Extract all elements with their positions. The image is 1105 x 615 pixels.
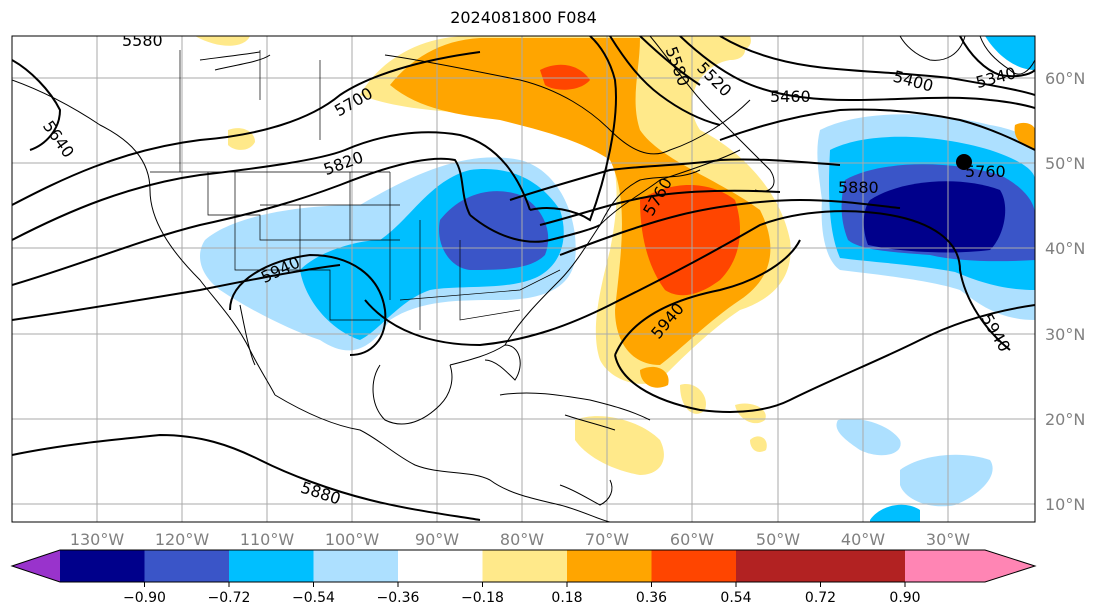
map-panel: 5580 5700 5640 5820 5940 5880 5580 5520 … <box>12 31 1035 522</box>
lon-label: 100°W <box>325 530 380 549</box>
latitude-labels: 60°N 50°N 40°N 30°N 20°N 10°N <box>1045 69 1085 514</box>
graticule <box>12 36 1035 522</box>
contour-label-5460: 5460 <box>770 87 811 106</box>
colorbar-tick: −0.72 <box>208 590 251 606</box>
colorbar-tick: −0.90 <box>123 590 166 606</box>
colorbar-tick: −0.18 <box>461 590 504 606</box>
colorbar-bin <box>482 550 567 582</box>
colorbar-bin <box>60 550 145 582</box>
map-frame <box>11 35 1036 523</box>
longitude-labels: 130°W 120°W 110°W 100°W 90°W 80°W 70°W 6… <box>70 530 970 549</box>
colorbar-tick: −0.36 <box>377 590 420 606</box>
colorbar-bin <box>820 550 905 582</box>
lon-label: 30°W <box>926 530 970 549</box>
map-title: 2024081800 F084 <box>450 8 597 27</box>
colorbar-bin <box>229 550 314 582</box>
lon-label: 40°W <box>841 530 885 549</box>
lon-label: 50°W <box>756 530 800 549</box>
lon-label: 90°W <box>415 530 459 549</box>
colorbar-bin <box>651 550 736 582</box>
lon-label: 130°W <box>70 530 125 549</box>
lon-label: 80°W <box>500 530 544 549</box>
lat-label: 10°N <box>1045 495 1085 514</box>
lon-label: 70°W <box>585 530 629 549</box>
colorbar-bin <box>144 550 229 582</box>
colorbar-tick: −0.54 <box>292 590 335 606</box>
lon-label: 60°W <box>670 530 714 549</box>
contour-label-5880-atlantic: 5880 <box>838 178 879 197</box>
state-borders <box>150 50 561 330</box>
lat-label: 30°N <box>1045 325 1085 344</box>
colorbar-bin <box>313 550 398 582</box>
height-contours <box>12 36 1035 521</box>
colorbar-bin <box>736 550 821 582</box>
colorbar-tick: 0.18 <box>551 590 582 606</box>
lat-label: 40°N <box>1045 239 1085 258</box>
contour-label-5580-west: 5580 <box>122 31 163 50</box>
colorbar: −0.90 −0.72 −0.54 −0.36 −0.18 0.18 0.36 … <box>10 549 1037 606</box>
lat-label: 60°N <box>1045 69 1085 88</box>
colorbar-tick: 0.90 <box>889 590 920 606</box>
colorbar-tick: 0.36 <box>636 590 667 606</box>
colorbar-tick: 0.72 <box>805 590 836 606</box>
colorbar-extend-low <box>12 550 60 582</box>
storm-marker <box>956 154 972 170</box>
lat-label: 20°N <box>1045 410 1085 429</box>
colorbar-bin <box>567 550 652 582</box>
lon-label: 110°W <box>240 530 295 549</box>
colorbar-bin <box>398 550 483 582</box>
lon-label: 120°W <box>155 530 210 549</box>
contour-label-5760-east: 5760 <box>965 162 1006 181</box>
colorbar-tick: 0.54 <box>720 590 751 606</box>
colorbar-outline <box>10 549 1037 583</box>
anomaly-shading <box>195 36 1035 522</box>
lat-label: 50°N <box>1045 154 1085 173</box>
